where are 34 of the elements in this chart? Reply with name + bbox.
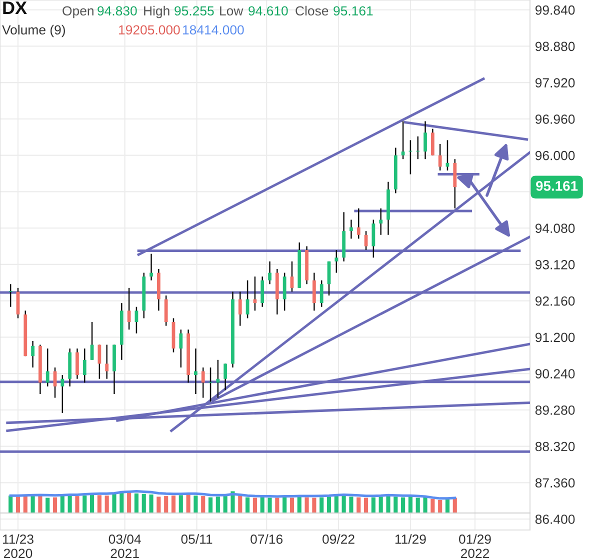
x-tick-label: 11/29 bbox=[395, 534, 426, 544]
annotation: 94.610 bbox=[248, 6, 288, 16]
annotation: 94.830 bbox=[98, 6, 137, 16]
annotation: 19205.000 bbox=[119, 25, 180, 35]
annotation: Close bbox=[296, 6, 328, 16]
annotation: Volume (9) bbox=[2, 24, 65, 38]
y-tick-label: 99.840 bbox=[535, 5, 575, 15]
y-tick-label: 96.000 bbox=[535, 150, 575, 160]
y-tick-label: 88.320 bbox=[535, 442, 575, 452]
y-tick-label: 94.080 bbox=[535, 224, 575, 233]
y-tick-label: 87.360 bbox=[535, 478, 575, 488]
y-tick-label: 86.400 bbox=[535, 514, 575, 524]
y-tick-label: 91.200 bbox=[535, 332, 575, 342]
y-tick-label: 92.160 bbox=[535, 296, 575, 306]
chart-title: DX bbox=[3, 2, 27, 14]
annotation: Open bbox=[62, 6, 94, 18]
y-tick-label: 97.920 bbox=[535, 78, 575, 88]
y-tick-label: 89.280 bbox=[535, 405, 575, 415]
x-tick-label: 03/04 2021 bbox=[108, 534, 141, 558]
x-tick-label: 05/11 bbox=[181, 534, 212, 544]
x-tick-label: 07/16 bbox=[250, 534, 283, 544]
x-tick-label: 09/22 bbox=[322, 534, 354, 544]
y-tick-label: 93.120 bbox=[535, 260, 575, 270]
annotation: 18414.000 bbox=[183, 25, 244, 35]
annotation: 95.161 bbox=[334, 6, 373, 16]
x-tick-label: 11/23 2020 bbox=[2, 534, 34, 558]
text: 95.161 bbox=[536, 181, 578, 191]
annotation: Low bbox=[220, 6, 244, 16]
y-tick-label: 98.880 bbox=[535, 42, 575, 52]
x-tick-label: 01/29 2022 bbox=[459, 534, 491, 558]
annotation: High bbox=[144, 6, 170, 18]
y-tick-label: 90.240 bbox=[535, 369, 575, 378]
y-tick-label: 96.960 bbox=[535, 114, 575, 124]
annotation: 95.255 bbox=[174, 6, 214, 16]
